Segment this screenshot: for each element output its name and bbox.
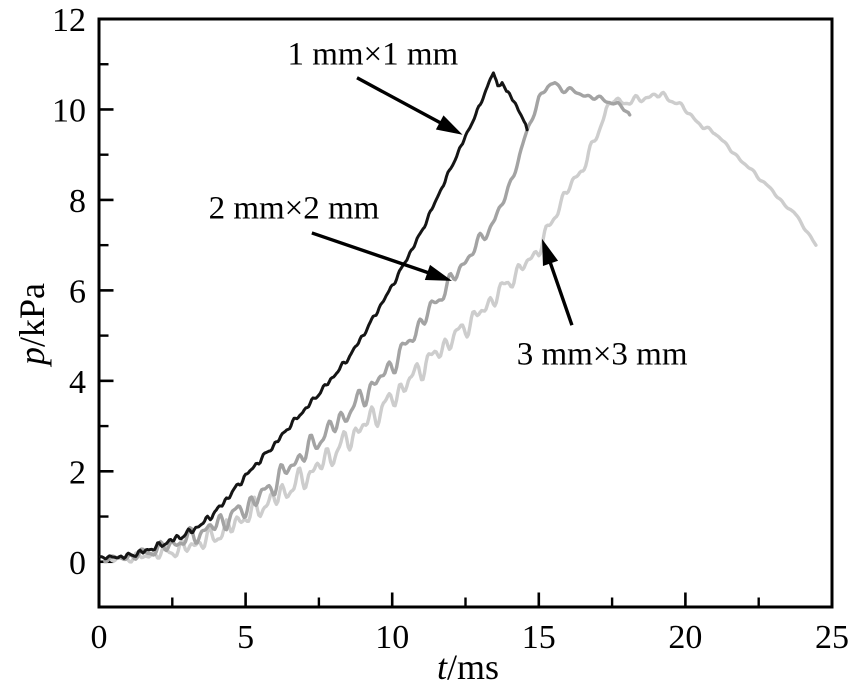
y-tick-label: 0 [69, 545, 86, 582]
x-axis-symbol: t [436, 647, 447, 687]
y-tick-label: 10 [52, 92, 86, 129]
annotation-arrowhead [424, 264, 453, 281]
annotation-arrow-line [311, 231, 437, 278]
x-tick-label: 5 [237, 619, 254, 656]
annotation-arrow-line [545, 254, 574, 326]
y-tick-label: 8 [69, 183, 86, 220]
series-label-1: 2 mm×2 mm [208, 190, 380, 227]
series-label-0: 1 mm×1 mm [287, 36, 459, 73]
x-tick-label: 10 [375, 619, 409, 656]
annotation-arrowhead [542, 238, 559, 267]
y-axis-symbol: p [12, 347, 52, 366]
series-curve-0 [99, 71, 529, 561]
x-axis-title: t/ms [437, 649, 499, 685]
x-tick-label: 0 [91, 619, 108, 656]
annotation-arrow-line [356, 76, 449, 129]
y-tick-label: 4 [69, 364, 86, 401]
x-axis-unit: /ms [447, 647, 500, 687]
y-tick-label: 2 [69, 454, 86, 491]
series-curve-2 [107, 90, 818, 564]
x-tick-label: 15 [522, 619, 556, 656]
y-axis-unit: /kPa [12, 282, 52, 348]
y-axis-title: p/kPa [12, 282, 52, 366]
series-curve-1 [103, 81, 632, 564]
y-tick-label: 6 [69, 273, 86, 310]
y-tick-label: 12 [52, 2, 86, 39]
plot-frame [97, 17, 834, 609]
x-tick-label: 25 [815, 619, 849, 656]
series-label-2: 3 mm×3 mm [516, 336, 688, 373]
annotation-arrowhead [435, 115, 463, 135]
x-tick-label: 20 [668, 619, 702, 656]
